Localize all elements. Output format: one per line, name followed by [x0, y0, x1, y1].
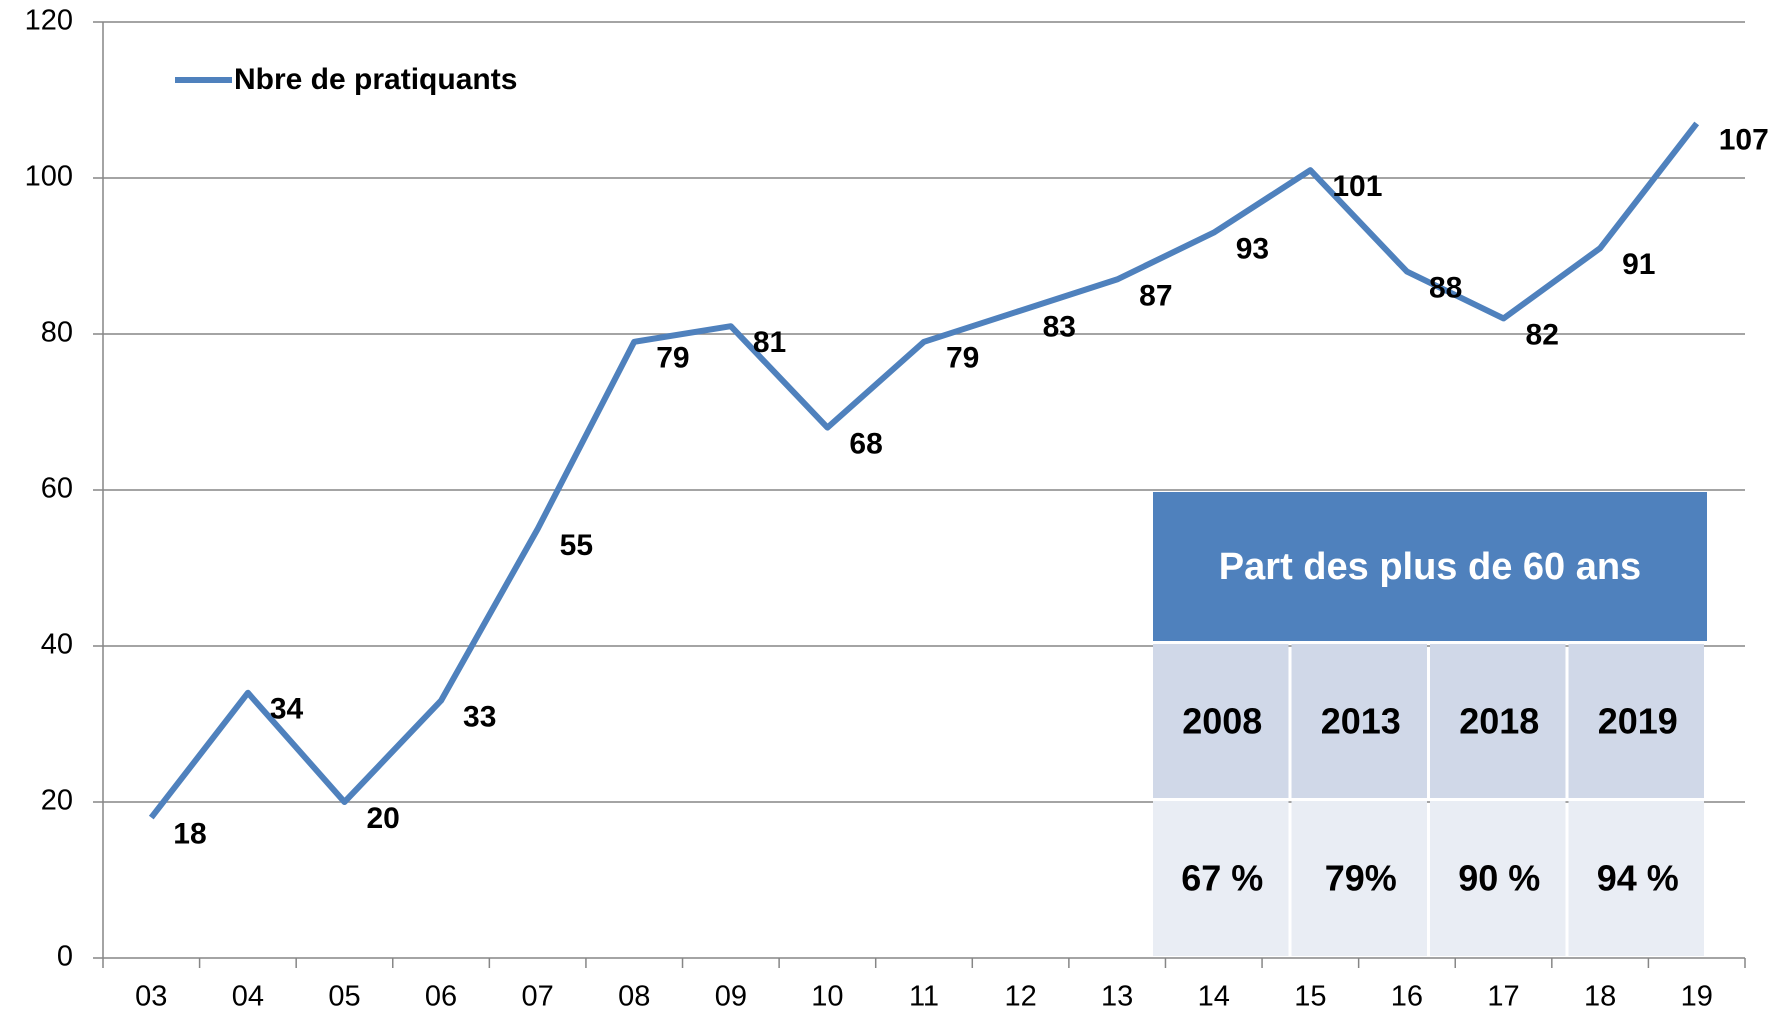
data-label: 79 [656, 342, 689, 375]
x-tick-label: 10 [811, 981, 843, 1013]
data-label: 107 [1719, 123, 1769, 156]
data-label: 88 [1429, 272, 1462, 305]
y-tick-label: 60 [41, 473, 73, 505]
x-tick-label: 06 [425, 981, 457, 1013]
table-value: 79% [1325, 858, 1397, 899]
table-cell [1568, 644, 1704, 798]
data-label: 83 [1043, 311, 1076, 344]
x-tick-label: 08 [618, 981, 650, 1013]
x-tick-label: 19 [1681, 981, 1713, 1013]
table-year: 2008 [1182, 701, 1262, 742]
table-cell [1153, 801, 1289, 956]
table-value: 67 % [1181, 858, 1263, 899]
y-tick-label: 80 [41, 317, 73, 349]
data-label: 68 [849, 428, 882, 461]
table-cell [1291, 801, 1427, 956]
data-label: 87 [1139, 279, 1172, 312]
table-cell [1568, 801, 1704, 956]
table-cell [1291, 644, 1427, 798]
data-label: 93 [1236, 233, 1269, 266]
x-tick-label: 16 [1391, 981, 1423, 1013]
x-tick-label: 13 [1101, 981, 1133, 1013]
table-year: 2019 [1598, 701, 1678, 742]
data-label: 82 [1526, 318, 1559, 351]
data-label: 91 [1622, 248, 1655, 281]
data-label: 81 [753, 326, 786, 359]
x-tick-label: 12 [1004, 981, 1036, 1013]
table-cell [1430, 644, 1566, 798]
table-value: 94 % [1597, 858, 1679, 899]
x-tick-label: 17 [1487, 981, 1519, 1013]
data-label: 33 [463, 701, 496, 734]
x-tick-label: 07 [522, 981, 554, 1013]
table-year: 2013 [1321, 701, 1401, 742]
table-title: Part des plus de 60 ans [1219, 546, 1641, 588]
table-value: 90 % [1458, 858, 1540, 899]
x-tick-label: 04 [232, 981, 264, 1013]
x-tick-label: 09 [715, 981, 747, 1013]
x-tick-label: 14 [1198, 981, 1230, 1013]
table-cell [1153, 644, 1289, 798]
y-tick-label: 40 [41, 629, 73, 661]
series-line [148, 121, 1700, 820]
data-label: 55 [560, 529, 593, 562]
table-header [1153, 492, 1707, 641]
x-tick-label: 03 [135, 981, 167, 1013]
y-tick-label: 20 [41, 785, 73, 817]
legend-label: Nbre de pratiquants [234, 63, 517, 96]
y-tick-label: 120 [25, 5, 73, 37]
x-tick-label: 15 [1294, 981, 1326, 1013]
data-label: 18 [173, 818, 206, 851]
y-tick-label: 100 [25, 161, 73, 193]
table-cell [1430, 801, 1566, 956]
y-tick-label: 0 [57, 941, 73, 973]
data-label: 20 [366, 802, 399, 835]
data-label: 101 [1332, 170, 1382, 203]
x-tick-label: 05 [328, 981, 360, 1013]
data-label: 34 [270, 693, 304, 726]
table-year: 2018 [1459, 701, 1539, 742]
x-tick-label: 11 [909, 981, 939, 1013]
x-tick-label: 18 [1584, 981, 1616, 1013]
data-label: 79 [946, 342, 979, 375]
